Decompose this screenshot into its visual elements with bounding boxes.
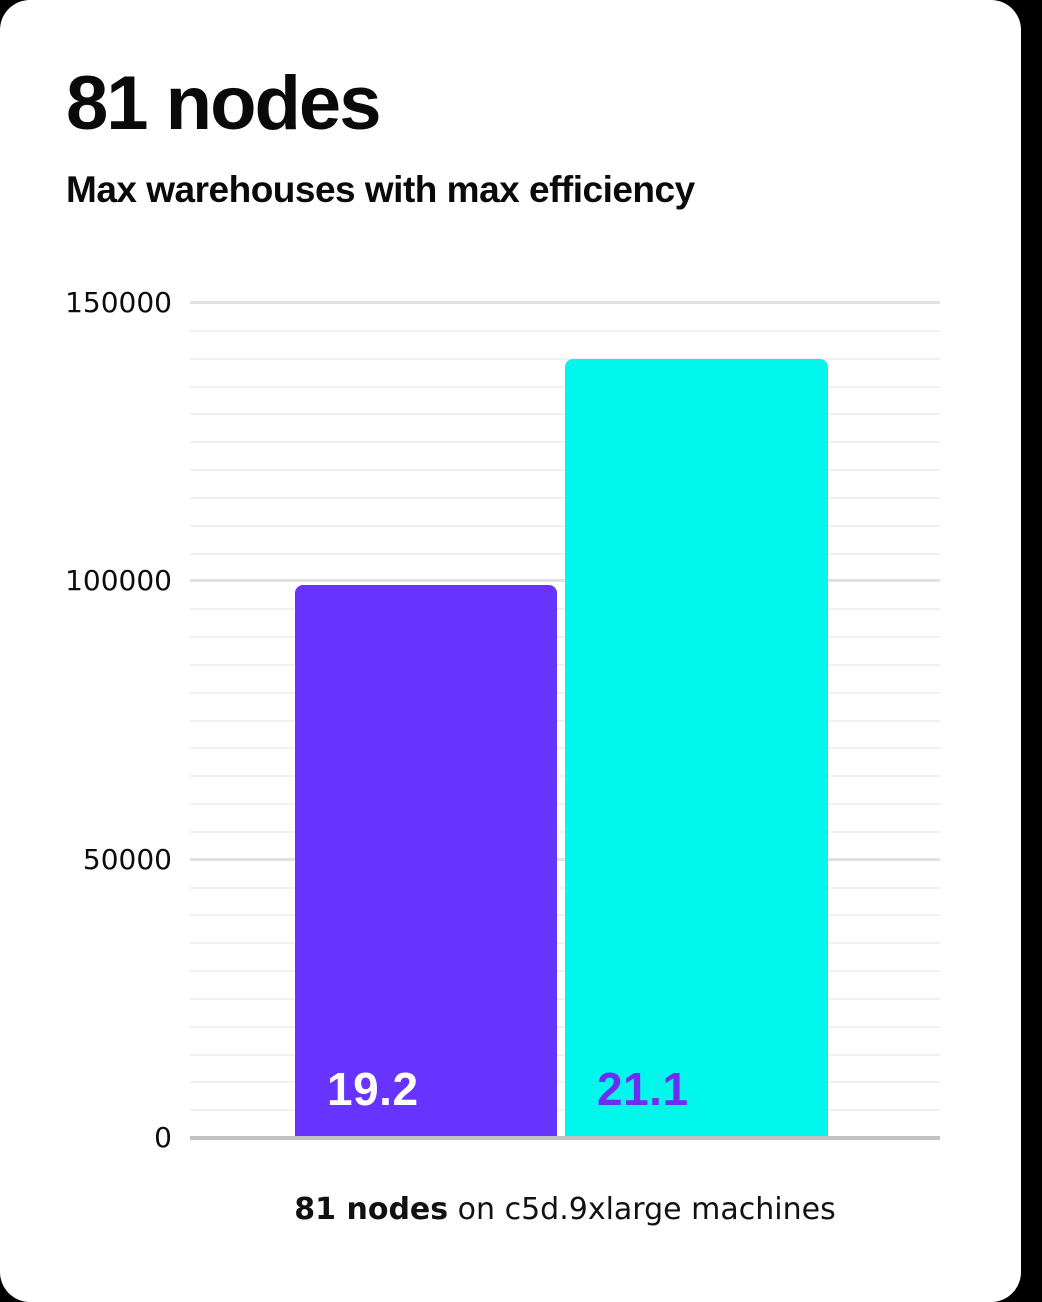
benchmark-card: 81 nodes Max warehouses with max efficie…	[0, 0, 1021, 1302]
bar-21.1: 21.1	[565, 359, 828, 1138]
gridline-minor	[190, 357, 940, 360]
plot-area: 19.2 21.1	[190, 301, 940, 1140]
caption-bold-text: 81 nodes	[294, 1192, 449, 1227]
y-tick-label: 100000	[65, 564, 172, 598]
page-subtitle: Max warehouses with max efficiency	[66, 169, 695, 210]
bar-value-label: 21.1	[597, 1063, 689, 1115]
x-axis-baseline	[190, 1136, 940, 1140]
bar-chart: 19.2 21.1 0 50000 100000 150000	[0, 286, 940, 1154]
bar-value-label: 19.2	[327, 1063, 419, 1115]
y-tick-label: 50000	[82, 842, 172, 876]
y-tick-label: 150000	[65, 286, 172, 319]
page-title: 81 nodes	[66, 61, 381, 146]
y-tick-label: 0	[154, 1121, 172, 1154]
gridline-major	[190, 301, 940, 304]
chart-caption: 81 nodes on c5d.9xlarge machines	[190, 1192, 940, 1227]
bar-19.2: 19.2	[295, 585, 557, 1138]
caption-rest-text: on c5d.9xlarge machines	[448, 1192, 836, 1227]
gridline-minor	[190, 329, 940, 332]
